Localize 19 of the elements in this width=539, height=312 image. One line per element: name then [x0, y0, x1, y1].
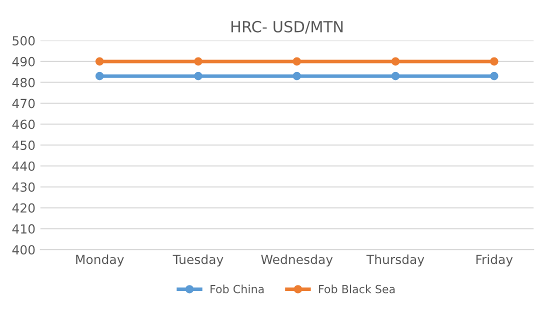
y-tick-label: 500 — [12, 36, 35, 46]
y-tick-label: 480 — [12, 78, 35, 88]
legend-label: Fob Black Sea — [319, 284, 395, 294]
x-tick-label: Monday — [76, 254, 124, 267]
y-tick-label: 440 — [12, 161, 35, 171]
y-tick-label: 470 — [12, 98, 35, 108]
y-tick-label: 410 — [12, 224, 35, 234]
legend-label: Fob China — [210, 284, 264, 294]
x-tick-label: Friday — [476, 254, 513, 267]
y-tick-label: 460 — [12, 120, 35, 130]
x-tick-label: Wednesday — [261, 254, 333, 267]
y-tick-label: 490 — [12, 56, 35, 66]
x-tick-label: Thursday — [366, 254, 424, 267]
chart-title: HRC- USD/MTN — [231, 20, 343, 34]
y-tick-label: 420 — [12, 203, 35, 213]
y-tick-label: 450 — [12, 140, 35, 150]
y-tick-label: 430 — [12, 182, 35, 192]
y-tick-label: 400 — [12, 245, 35, 255]
x-tick-label: Tuesday — [172, 254, 224, 267]
